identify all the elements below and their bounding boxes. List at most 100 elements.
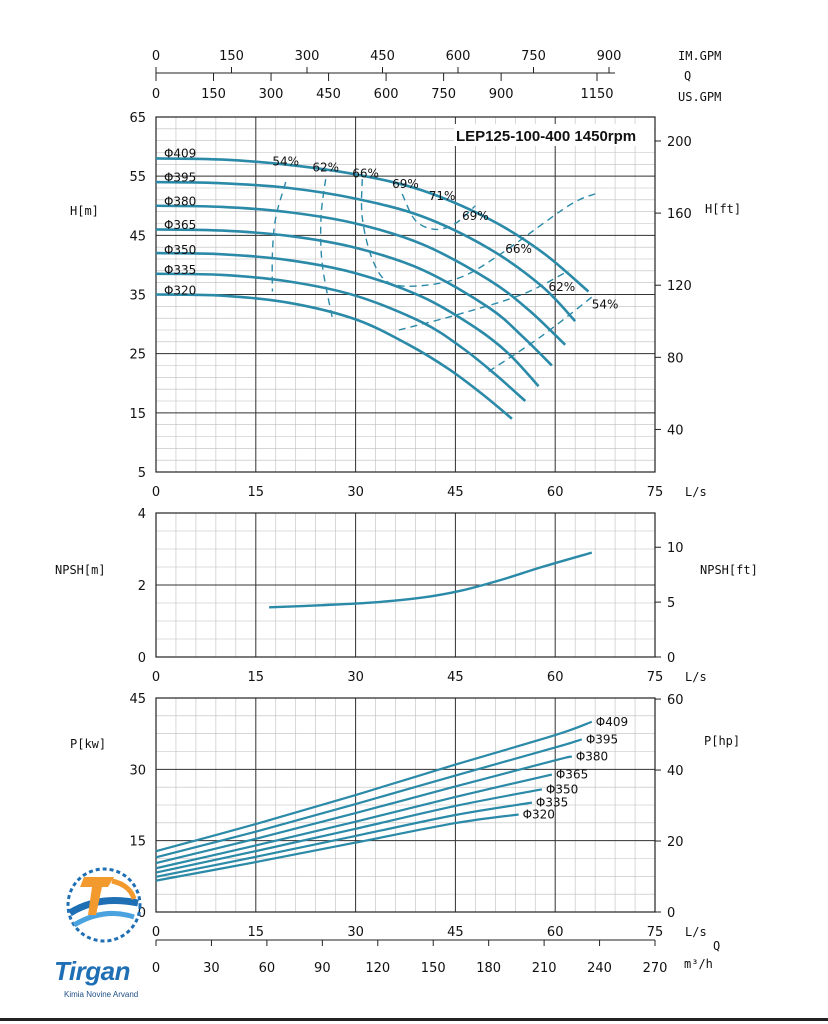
efficiency-contour: [271, 181, 287, 292]
x-tick-label: 30: [347, 485, 364, 500]
im-gpm-label: IM.GPM: [678, 49, 721, 63]
power-curve-label: Φ409: [596, 715, 628, 729]
y-tick-label: 5: [138, 466, 146, 481]
head-curve-label: Φ365: [164, 218, 196, 232]
x-tick-label: 15: [248, 485, 265, 500]
axis-layer: [155, 67, 661, 946]
power-curve: [155, 755, 573, 865]
efficiency-label: 62%: [312, 160, 339, 174]
right-tick-label: 120: [667, 279, 692, 294]
x-tick-label: 75: [647, 925, 664, 940]
right-tick-label: 40: [667, 764, 684, 779]
efficiency-label: 71%: [429, 189, 456, 203]
power-curve: [155, 720, 593, 853]
right-tick-label: 0: [667, 651, 675, 666]
us-gpm-tick-label: 750: [431, 87, 456, 102]
chart-title: LEP125-100-400 1450rpm: [456, 128, 636, 145]
right-tick-label: 40: [667, 423, 684, 438]
efficiency-contour: [360, 179, 596, 287]
x-tick-label: 30: [347, 670, 364, 685]
gear-wave-logo-icon: [66, 867, 142, 943]
bottom-q-label: Q: [713, 939, 720, 953]
x-tick-label: 45: [447, 485, 464, 500]
y-tick-label: 45: [129, 229, 146, 244]
right-tick-label: 10: [667, 541, 684, 556]
y-tick-label: 25: [129, 348, 146, 363]
m3h-tick-label: 210: [532, 961, 557, 976]
y-tick-label: 55: [129, 170, 146, 185]
im-gpm-tick-label: 600: [446, 49, 471, 64]
us-gpm-tick-label: 300: [259, 87, 284, 102]
x-tick-label: 15: [248, 925, 265, 940]
head-curve: [155, 180, 577, 323]
m3h-tick-label: 60: [259, 961, 276, 976]
y-axis-label-left: P[kw]: [70, 737, 106, 751]
y-axis-label-left: NPSH[m]: [55, 563, 106, 577]
power-curve-label: Φ335: [536, 796, 568, 810]
x-tick-label: 45: [447, 670, 464, 685]
grid-layer: [155, 116, 656, 913]
im-gpm-tick-label: 0: [152, 49, 160, 64]
im-gpm-tick-label: 450: [370, 49, 395, 64]
m3h-tick-label: 240: [587, 961, 612, 976]
efficiency-label: 54%: [272, 155, 299, 169]
efficiency-label: 66%: [505, 242, 532, 256]
head-curve: [155, 272, 527, 402]
panel-frame: [155, 512, 656, 658]
head-curve-label: Φ380: [164, 194, 196, 208]
y-axis-label-right: H[ft]: [705, 202, 741, 216]
x-tick-label: 60: [547, 670, 564, 685]
m3h-tick-label: 180: [476, 961, 501, 976]
efficiency-label: 69%: [462, 209, 489, 223]
right-tick-label: 80: [667, 351, 684, 366]
x-axis-unit: L/s: [685, 485, 707, 499]
x-axis-unit: L/s: [685, 670, 707, 684]
x-tick-label: 15: [248, 670, 265, 685]
head-curve: [155, 228, 553, 367]
us-gpm-tick-label: 600: [374, 87, 399, 102]
y-tick-label: 4: [138, 507, 146, 522]
y-tick-label: 15: [129, 835, 146, 850]
head-curve: [155, 204, 567, 346]
x-tick-label: 60: [547, 925, 564, 940]
efficiency-contour: [398, 270, 569, 331]
im-gpm-tick-label: 150: [219, 49, 244, 64]
x-tick-label: 75: [647, 670, 664, 685]
im-gpm-tick-label: 750: [521, 49, 546, 64]
us-gpm-tick-label: 150: [201, 87, 226, 102]
text-layer: 0 15 30 45 60 7551525354555654080120160200L/s…: [55, 49, 758, 976]
efficiency-label: 66%: [352, 166, 379, 180]
head-curve-label: Φ335: [164, 263, 196, 277]
x-tick-label: 0: [152, 485, 160, 500]
head-curve-label: Φ320: [164, 284, 196, 298]
y-tick-label: 30: [129, 763, 146, 778]
x-tick-label: 45: [447, 925, 464, 940]
curve-layer: [155, 157, 593, 882]
x-tick-label: 30: [347, 925, 364, 940]
power-curve: [155, 788, 543, 874]
efficiency-label: 54%: [592, 298, 619, 312]
m3h-label: m³/h: [684, 957, 713, 971]
brand-name: Tirgan: [54, 956, 130, 986]
y-axis-label-right: NPSH[ft]: [700, 563, 758, 577]
efficiency-contour: [488, 293, 596, 372]
y-tick-label: 45: [129, 692, 146, 707]
power-curve: [155, 738, 583, 859]
right-tick-label: 0: [667, 906, 675, 921]
power-curve-label: Φ320: [523, 808, 555, 822]
m3h-tick-label: 150: [421, 961, 446, 976]
npsh-curve: [269, 551, 593, 609]
power-curve-label: Φ350: [546, 782, 578, 796]
m3h-tick-label: 90: [314, 961, 331, 976]
us-gpm-tick-label: 1150: [580, 87, 613, 102]
right-tick-label: 200: [667, 135, 692, 150]
m3h-tick-label: 0: [152, 961, 160, 976]
brand-subtitle: Kimia Novine Arvand: [64, 990, 139, 999]
im-gpm-tick-label: 900: [597, 49, 622, 64]
right-tick-label: 160: [667, 207, 692, 222]
x-tick-label: 60: [547, 485, 564, 500]
m3h-tick-label: 30: [203, 961, 220, 976]
power-curve: [155, 801, 533, 878]
x-tick-label: 75: [647, 485, 664, 500]
